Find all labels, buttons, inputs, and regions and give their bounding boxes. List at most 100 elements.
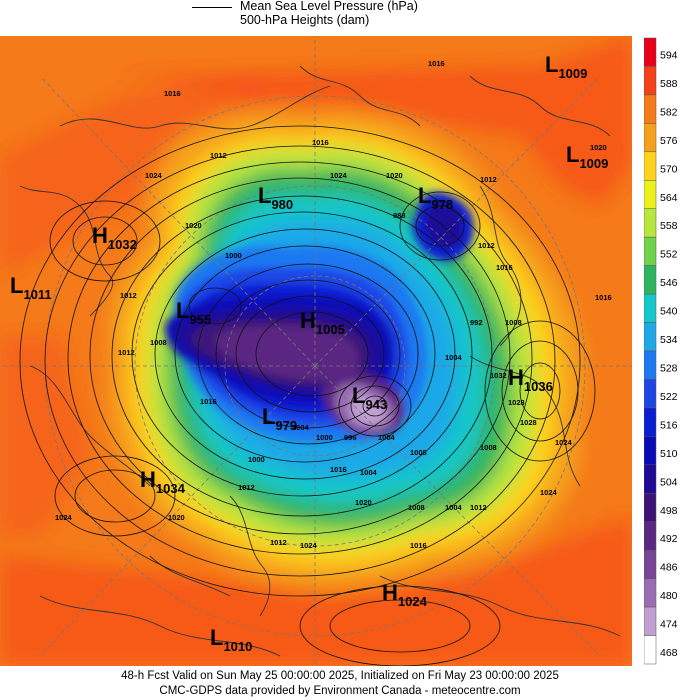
isobar-value-label: 1008 [480,443,497,452]
isobar-value-label: 1016 [164,89,181,98]
colorbar-label: 540 [660,306,678,318]
colorbar-swatch [644,521,657,551]
colorbar-swatch [644,606,657,636]
colorbar-swatches [644,37,657,665]
isobar-value-label: 1008 [505,318,522,327]
isobar-value-label: 1012 [118,348,135,357]
colorbar-label: 588 [660,78,678,90]
colorbar-label: 492 [660,533,678,545]
colorbar-label: 504 [660,476,678,488]
height-field [0,36,632,666]
colorbar-swatch [644,66,657,96]
high-pressure-center: H1032 [92,223,137,252]
isobar-value-label: 1004 [445,503,463,512]
colorbar-swatch [644,322,657,352]
colorbar-label: 534 [660,334,678,346]
isobar-value-label: 1032 [490,371,507,380]
isobar-value-label: 1016 [312,138,329,147]
colorbar-swatch [644,436,657,466]
isobar-value-label: 1020 [386,171,403,180]
pressure-centers: L1009 L1009 L980 L978 H1032 L1011 L955 H1005 H10… [10,52,608,654]
weather-map: 1016 1012 1024 1020 1016 1024 1020 1016 1012 988 1… [0,36,632,666]
isobar-value-label: 1020 [168,513,185,522]
colorbar-label: 576 [660,135,678,147]
high-pressure-center: H1024 [382,580,428,609]
colorbar-swatch [644,293,657,323]
colorbar-label: 468 [660,647,678,659]
low-pressure-center: L1010 [210,625,252,654]
map-legend: Mean Sea Level Pressure (hPa) 500-hPa He… [192,0,492,32]
colorbar-swatch [644,94,657,124]
isobar-value-label: 1016 [428,59,445,68]
colorbar-label: 582 [660,106,678,118]
colorbar-swatch [644,635,657,665]
low-pressure-center: L1009 [566,142,608,171]
isobar-value-label: 1020 [185,221,202,230]
isobar-value-label: 1012 [480,175,497,184]
isobar-value-label: 1008 [150,338,167,347]
colorbar-label: 594 [660,49,678,61]
isobar-value-label: 1004 [445,353,463,362]
isobar-labels: 1016 1012 1024 1020 1016 1024 1020 1016 1012 988 1… [55,59,612,550]
colorbar-label: 558 [660,220,678,232]
isobar-value-label: 1000 [225,251,242,260]
coastlines [19,65,621,657]
isobar-value-label: 1024 [555,438,573,447]
isobar-value-label: 1016 [496,263,513,272]
colorbar-swatch [644,236,657,266]
high-pressure-center: H1005 [300,308,345,337]
high-pressure-center: H1036 [508,365,553,394]
colorbar-label: 510 [660,448,678,460]
low-pressure-center: L979 [262,404,297,433]
colorbar-label: 528 [660,362,678,374]
isobar-value-label: 1016 [330,465,347,474]
colorbar-label: 570 [660,163,678,175]
data-credit-text: CMC-GDPS data provided by Environment Ca… [159,685,521,697]
colorbar-label: 474 [660,619,678,631]
isobar-value-label: 1000 [316,433,333,442]
isobar-value-label: 996 [344,433,357,442]
isobar-value-label: 992 [470,318,483,327]
colorbar-swatch [644,180,657,209]
colorbar-label: 498 [660,505,678,517]
colorbar-swatch [644,578,657,608]
isobar-value-label: 1028 [520,418,537,427]
isobar-value-label: 1012 [478,241,495,250]
isobar-value-label: 1012 [238,483,255,492]
colorbar-label: 564 [660,192,678,204]
forecast-valid-text: 48-h Fcst Valid on Sun May 25 00:00:00 2… [121,670,559,682]
high-pressure-center: H1034 [140,467,186,496]
colorbar-label: 552 [660,249,678,261]
colorbar-label: 486 [660,562,678,574]
isobar-value-label: 1016 [200,397,217,406]
isobar-value-label: 1004 [360,468,378,477]
colorbar-swatch [644,379,657,409]
isobars [19,125,596,666]
colorbar-swatch [644,265,657,295]
colorbar-swatch [644,549,657,579]
low-pressure-center: L943 [352,383,387,412]
isobar-value-label: 1016 [595,293,612,302]
isobar-value-label: 1000 [248,455,265,464]
isobar-value-label: 1020 [355,498,372,507]
isobar-value-label: 1012 [270,538,287,547]
isobar-value-label: 1024 [300,541,318,550]
isobar-value-label: 1020 [590,143,607,152]
isobar-value-label: 1028 [508,398,525,407]
colorbar-label: 546 [660,277,678,289]
colorbar-swatch [644,208,657,238]
colorbar-swatch [644,123,657,153]
isobar-value-label: 1012 [210,151,227,160]
legend-mslp-label: Mean Sea Level Pressure (hPa) [240,0,418,13]
isobar-value-label: 1012 [470,503,487,512]
colorbar-swatch [644,151,657,181]
low-pressure-center: L1011 [10,273,52,302]
isobar-value-label: 1012 [120,291,137,300]
isobar-value-label: 1008 [410,448,427,457]
colorbar-label: 516 [660,419,678,431]
isobar-value-label: 1016 [410,541,427,550]
colorbar-swatch [644,407,657,437]
colorbar: 594 588 582 576 570 564 558 552 546 540 534 528 522 5… [644,37,678,665]
low-pressure-center: L1009 [545,52,587,81]
isobar-line-sample [192,7,232,8]
